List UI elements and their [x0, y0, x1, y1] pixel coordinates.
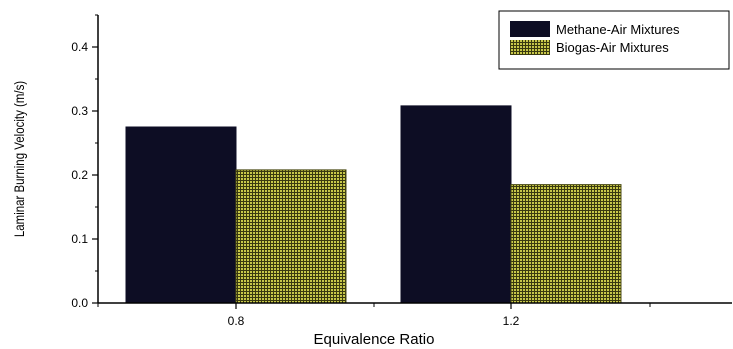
y-tick-label: 0.0: [71, 296, 88, 310]
bar-methane-0-8: [125, 126, 237, 304]
bar-methane-1-2: [400, 105, 512, 304]
legend-label-methane: Methane-Air Mixtures: [556, 22, 680, 37]
bar-biogas-1-2: [510, 184, 622, 304]
y-tick-label: 0.3: [71, 104, 88, 118]
y-tick-label: 0.1: [71, 232, 88, 246]
x-axis-title: Equivalence Ratio: [314, 331, 435, 348]
x-tick-label: 1.2: [503, 314, 520, 328]
y-ticks: 0.0 0.1 0.2 0.3 0.4: [71, 14, 98, 310]
legend: Methane-Air Mixtures Biogas-Air Mixtures: [498, 10, 730, 70]
legend-label-biogas: Biogas-Air Mixtures: [556, 40, 669, 55]
legend-swatch-methane: [510, 21, 550, 37]
axes: [97, 15, 732, 304]
y-tick-label: 0.4: [71, 40, 88, 54]
y-axis-title: Laminar Burning Velocity (m/s): [11, 81, 27, 237]
bar-biogas-0-8: [235, 169, 347, 304]
y-tick-label: 0.2: [71, 168, 88, 182]
x-tick-label: 0.8: [228, 314, 245, 328]
legend-swatch-biogas: [510, 40, 550, 55]
x-ticks: 0.8 1.2: [97, 303, 651, 328]
bars-layer: [125, 105, 622, 304]
